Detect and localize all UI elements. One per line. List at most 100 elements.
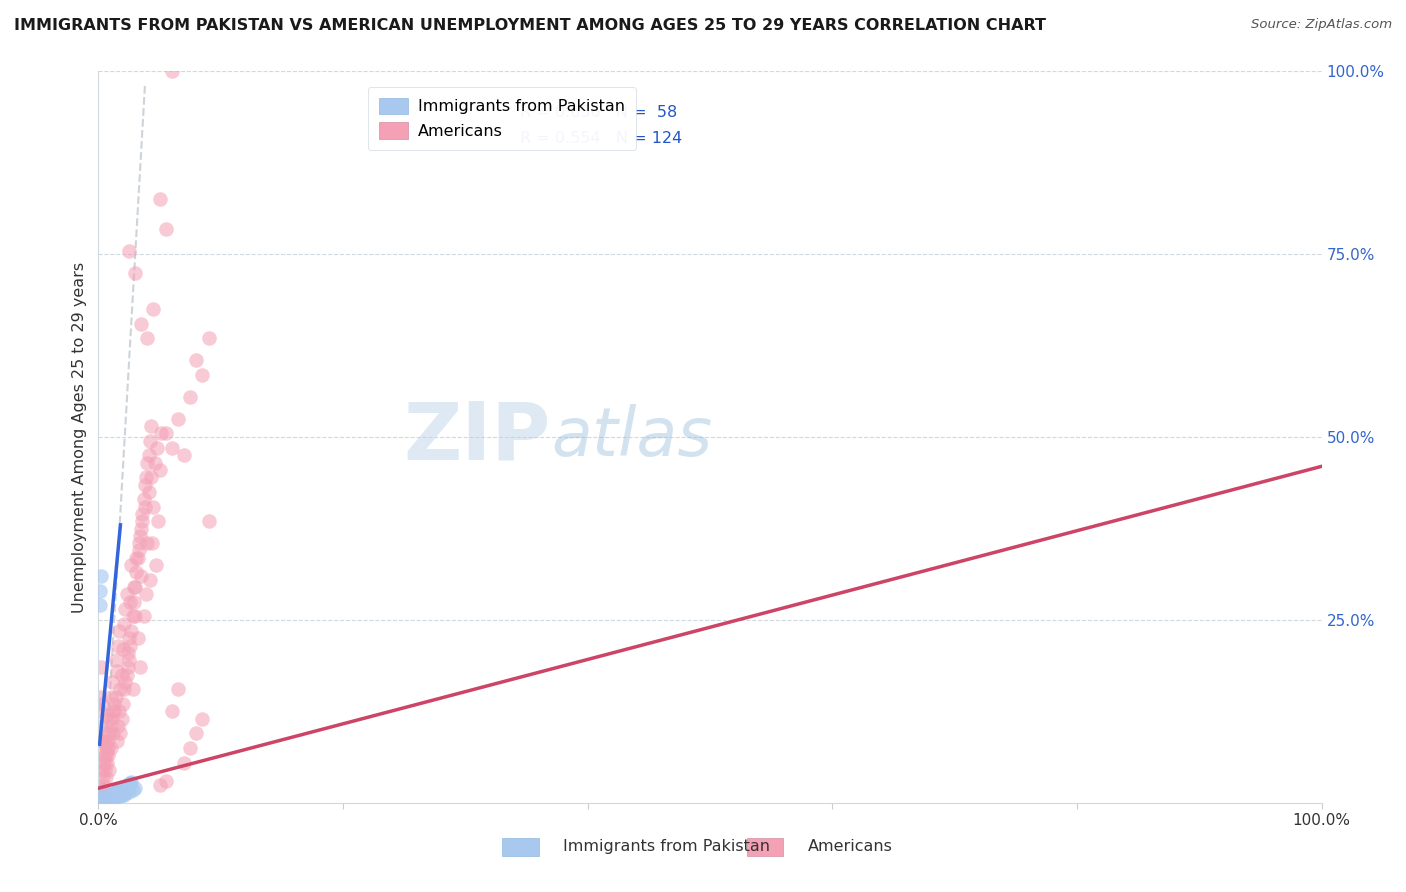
Point bbox=[136, 456, 159, 470]
Point bbox=[129, 521, 152, 535]
Point bbox=[114, 602, 136, 616]
Point bbox=[97, 789, 120, 804]
Point bbox=[129, 317, 152, 331]
Point bbox=[108, 624, 131, 638]
FancyBboxPatch shape bbox=[502, 838, 538, 856]
Point bbox=[101, 712, 124, 726]
Point bbox=[90, 792, 112, 806]
Point bbox=[89, 789, 111, 803]
Point bbox=[91, 733, 114, 747]
Point bbox=[111, 642, 134, 657]
Point bbox=[121, 609, 143, 624]
Point bbox=[117, 660, 139, 674]
Point bbox=[112, 788, 135, 802]
Point bbox=[97, 740, 120, 755]
Point bbox=[122, 580, 145, 594]
Point bbox=[101, 675, 124, 690]
Point bbox=[111, 781, 134, 796]
Point bbox=[114, 786, 136, 800]
FancyBboxPatch shape bbox=[747, 838, 783, 856]
Point bbox=[100, 740, 122, 755]
Point bbox=[167, 682, 190, 697]
Point bbox=[110, 682, 132, 697]
Point bbox=[143, 456, 166, 470]
Point bbox=[90, 794, 112, 808]
Text: Source: ZipAtlas.com: Source: ZipAtlas.com bbox=[1251, 18, 1392, 31]
Point bbox=[124, 580, 146, 594]
Point bbox=[91, 782, 114, 797]
Point bbox=[146, 441, 169, 455]
Point bbox=[131, 507, 153, 521]
Point bbox=[138, 485, 160, 500]
Point bbox=[90, 719, 112, 733]
Point bbox=[98, 726, 121, 740]
Point bbox=[142, 500, 165, 514]
Point bbox=[118, 632, 141, 646]
Point bbox=[96, 789, 118, 804]
Point bbox=[93, 737, 115, 751]
Point bbox=[98, 792, 121, 806]
Point bbox=[115, 587, 138, 601]
Point bbox=[149, 193, 172, 207]
Point bbox=[115, 667, 138, 681]
Point bbox=[94, 794, 117, 808]
Point bbox=[91, 748, 114, 763]
Point bbox=[197, 514, 219, 528]
Point bbox=[173, 756, 195, 770]
Point bbox=[93, 791, 115, 805]
Point bbox=[100, 719, 122, 733]
Point bbox=[112, 682, 135, 697]
Point bbox=[93, 795, 115, 809]
Point bbox=[96, 794, 118, 808]
Point bbox=[101, 789, 124, 804]
Point bbox=[108, 705, 131, 719]
Point bbox=[121, 682, 143, 697]
Point bbox=[90, 785, 112, 799]
Point bbox=[127, 550, 149, 565]
Text: atlas: atlas bbox=[551, 404, 711, 470]
Text: IMMIGRANTS FROM PAKISTAN VS AMERICAN UNEMPLOYMENT AMONG AGES 25 TO 29 YEARS CORR: IMMIGRANTS FROM PAKISTAN VS AMERICAN UNE… bbox=[14, 18, 1046, 33]
Point bbox=[132, 492, 155, 507]
Point bbox=[91, 756, 114, 770]
Point bbox=[103, 790, 125, 805]
Point bbox=[98, 789, 121, 803]
Point bbox=[105, 789, 128, 804]
Point bbox=[90, 733, 112, 747]
Point bbox=[125, 550, 148, 565]
Point bbox=[139, 573, 162, 587]
Point bbox=[105, 784, 128, 798]
Point bbox=[120, 624, 142, 638]
Point bbox=[91, 794, 114, 808]
Point bbox=[131, 514, 153, 528]
Point bbox=[100, 788, 122, 802]
Point bbox=[148, 514, 170, 528]
Legend: Immigrants from Pakistan, Americans: Immigrants from Pakistan, Americans bbox=[368, 87, 636, 150]
Point bbox=[91, 793, 114, 807]
Point bbox=[120, 775, 142, 789]
Point bbox=[121, 782, 143, 797]
Point bbox=[104, 785, 127, 799]
Point bbox=[111, 712, 134, 726]
Point bbox=[89, 792, 111, 806]
Point bbox=[89, 583, 111, 598]
Point bbox=[173, 448, 195, 462]
Point bbox=[122, 594, 145, 608]
Point bbox=[91, 763, 114, 777]
Point bbox=[112, 780, 135, 794]
Point bbox=[110, 788, 132, 802]
Point bbox=[145, 558, 167, 573]
Point bbox=[118, 244, 141, 258]
Point bbox=[94, 748, 117, 763]
Text: ZIP: ZIP bbox=[404, 398, 551, 476]
Y-axis label: Unemployment Among Ages 25 to 29 years: Unemployment Among Ages 25 to 29 years bbox=[72, 261, 87, 613]
Point bbox=[129, 660, 152, 674]
Point bbox=[97, 791, 120, 805]
Point bbox=[90, 789, 112, 804]
Point bbox=[104, 690, 127, 704]
Point bbox=[100, 790, 122, 805]
Point bbox=[91, 697, 114, 711]
Point bbox=[98, 712, 121, 726]
Point bbox=[101, 787, 124, 801]
Point bbox=[115, 778, 138, 792]
Point bbox=[111, 787, 134, 801]
